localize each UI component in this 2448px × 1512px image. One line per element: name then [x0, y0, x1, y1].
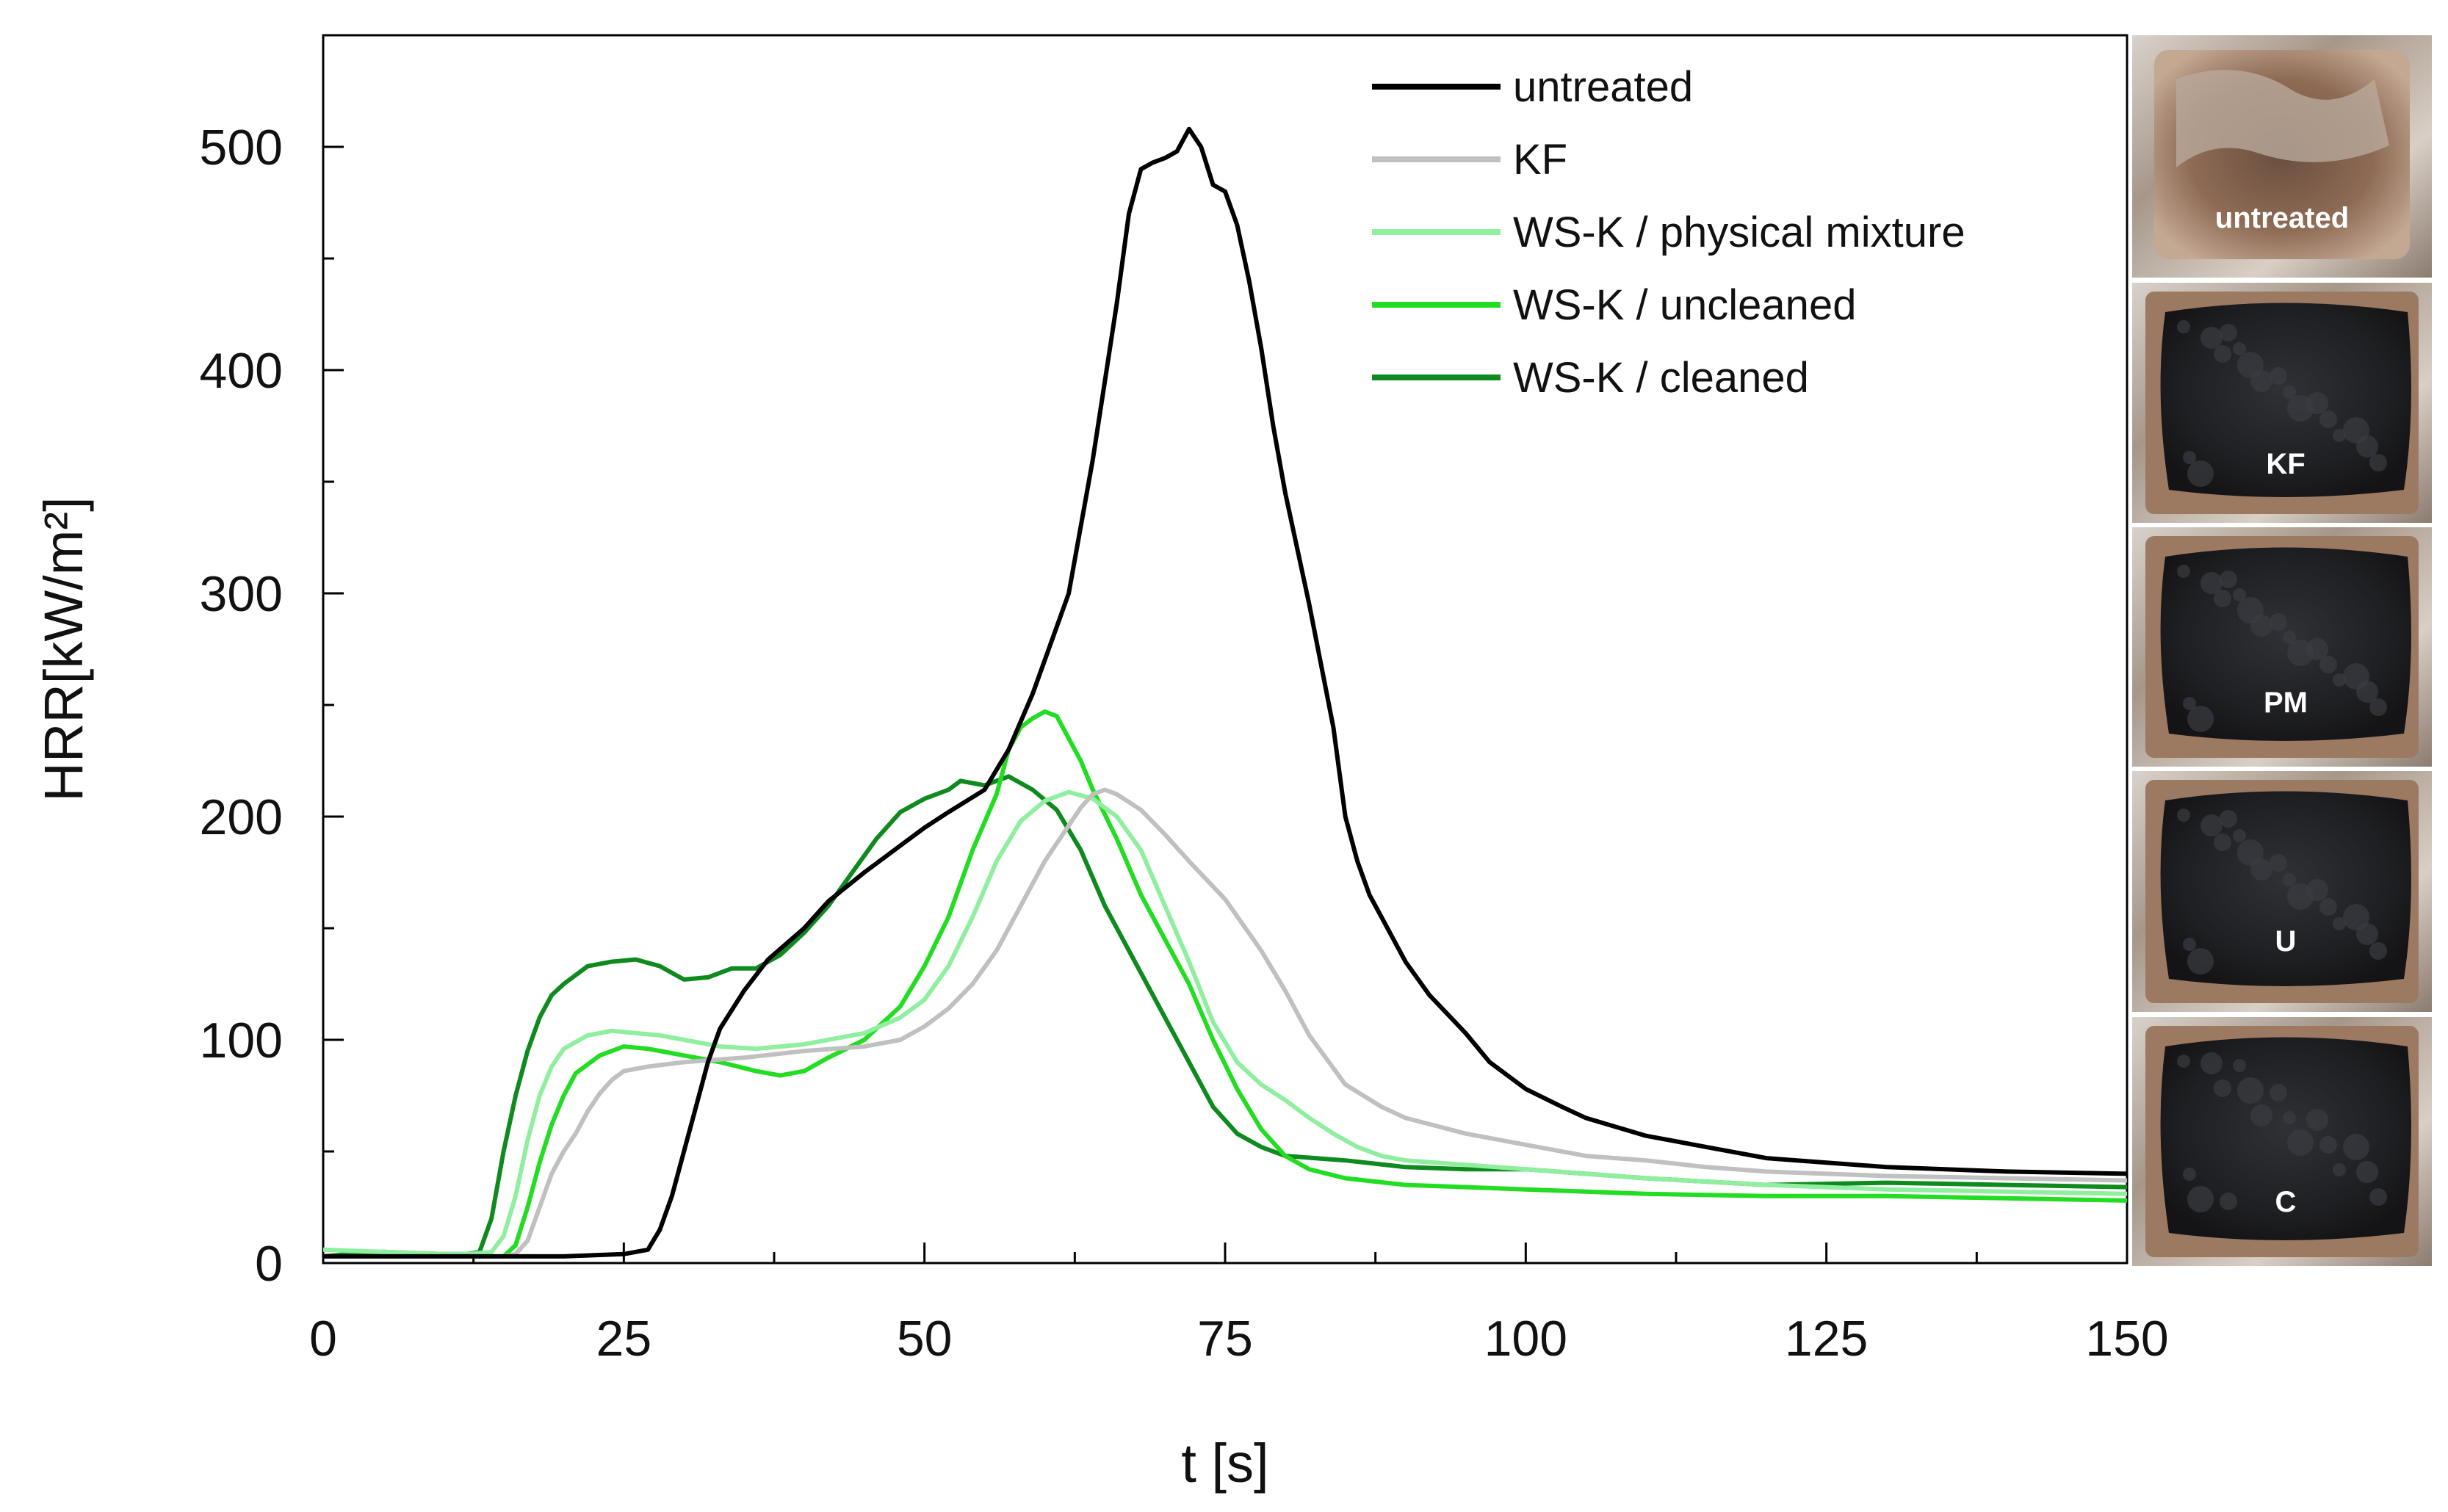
legend-label-ws-k-uncleaned: WS-K / uncleaned — [1513, 281, 1856, 329]
y-tick-label: 300 — [200, 566, 283, 622]
x-axis-title: t [s] — [1181, 1433, 1268, 1494]
x-tick-label: 50 — [897, 1311, 953, 1367]
x-tick-label: 100 — [1484, 1311, 1567, 1367]
legend-label-untreated: untreated — [1513, 63, 1693, 111]
sample-photo: C — [2132, 1017, 2432, 1266]
series-line-untreated — [323, 126, 2127, 1259]
y-tick-label: 100 — [200, 1013, 283, 1068]
y-axis: 0 100 200 300 400 500 — [200, 34, 344, 1292]
x-tick-label: 150 — [2085, 1311, 2168, 1367]
y-tick-label: 400 — [200, 343, 283, 399]
series-line-ws-k-cleaned — [323, 774, 2127, 1259]
y-tick-label: 0 — [255, 1236, 283, 1292]
x-axis: 0 25 50 75 100 125 150 — [309, 1242, 2169, 1367]
photo-label: untreated — [2215, 202, 2349, 234]
photo-label: KF — [2266, 448, 2305, 480]
x-tick-label: 125 — [1785, 1311, 1868, 1367]
sample-photo: U — [2132, 771, 2432, 1012]
series-lines — [323, 126, 2127, 1259]
x-tick-label: 25 — [596, 1311, 652, 1367]
sample-photo: PM — [2132, 527, 2432, 767]
photo-label: C — [2275, 1186, 2297, 1218]
legend-label-ws-k-cleaned: WS-K / cleaned — [1513, 354, 1809, 402]
x-tick-label: 0 — [309, 1311, 337, 1367]
series-line-ws-k-uncleaned — [323, 709, 2127, 1259]
sample-photo: KF — [2132, 283, 2432, 523]
y-axis-title: HRR[kW/m²] — [33, 496, 94, 801]
series-line-kf — [323, 787, 2127, 1259]
series-line-ws-k-physical-mixture — [323, 789, 2127, 1256]
legend-label-kf: KF — [1513, 136, 1567, 184]
sample-photo: untreated — [2132, 35, 2432, 278]
photo-label: U — [2275, 925, 2297, 958]
y-tick-label: 200 — [200, 789, 283, 845]
legend-label-ws-k-physical-mixture: WS-K / physical mixture — [1513, 209, 1965, 256]
x-tick-label: 75 — [1197, 1311, 1253, 1367]
legend: untreated KF WS-K / physical mixture WS-K /… — [1372, 63, 1965, 402]
photo-label: PM — [2264, 687, 2308, 719]
y-tick-label: 500 — [200, 120, 283, 176]
sample-photo-strip: untreated KF PM U C — [2132, 35, 2432, 1266]
